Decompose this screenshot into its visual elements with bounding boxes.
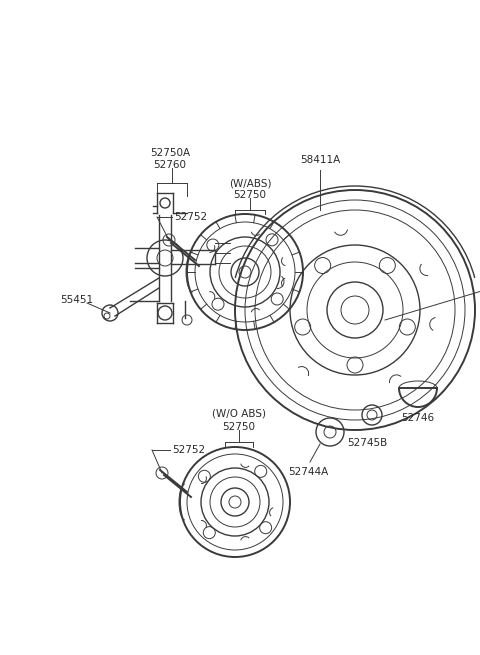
Text: 55451: 55451 [60, 295, 93, 305]
Text: 52760: 52760 [154, 160, 187, 170]
Text: 52750: 52750 [223, 422, 255, 432]
Text: 58411A: 58411A [300, 155, 340, 165]
Text: 52746: 52746 [401, 413, 434, 423]
Text: 52750: 52750 [233, 190, 266, 200]
Text: 52745B: 52745B [347, 438, 387, 448]
Text: 52750A: 52750A [150, 148, 190, 158]
Text: 52752: 52752 [172, 445, 205, 455]
Text: (W/O ABS): (W/O ABS) [212, 409, 266, 419]
Text: (W/ABS): (W/ABS) [229, 179, 271, 189]
Text: 52752: 52752 [174, 212, 207, 222]
Text: 52744A: 52744A [288, 467, 328, 477]
